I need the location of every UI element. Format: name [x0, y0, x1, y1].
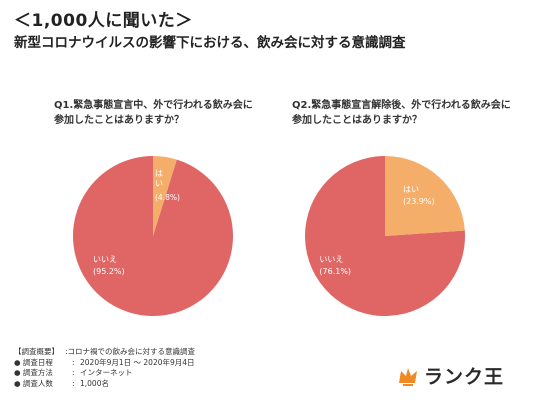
chart1-title: Q1.緊急事態宣言中、外で行われる飲み会に 参加したことはありますか？	[54, 98, 274, 128]
chart2-label-yes: はい	[403, 185, 419, 194]
chart2-slice-yes	[385, 156, 465, 236]
survey-key: ● 調査方法	[14, 368, 53, 377]
crown-icon	[399, 367, 417, 386]
survey-value: インターネット	[80, 368, 133, 377]
chart2-label-no: いいえ	[319, 255, 343, 264]
chart2-title-line2: 参加したことはありますか？	[292, 115, 422, 126]
chart2-title: Q2.緊急事態宣言解除後、外で行われる飲み会に 参加したことはありますか？	[292, 98, 532, 128]
survey-value: 2020年9月1日 ～ 2020年9月4日	[80, 357, 195, 367]
survey-key: ● 調査日程	[14, 357, 53, 367]
chart2-slice-no	[304, 156, 465, 316]
survey-summary: 【調査概要】 :コロナ禍での飲み会に対する意識調査 ● 調査日程: 2020年9…	[14, 347, 195, 389]
chart1-label-yes-char: は	[155, 169, 163, 178]
chart1-label-no: いいえ	[93, 255, 117, 264]
survey-key: ● 調査人数	[14, 378, 53, 388]
chart2-value-yes: (23.9%)	[403, 197, 435, 206]
chart1-value-yes: (4.8%)	[155, 193, 180, 202]
page-title: ＜1,000人に聞いた＞	[14, 11, 193, 31]
chart1-title-line2: 参加したことはありますか？	[54, 115, 184, 126]
survey-value: 1,000名	[80, 378, 109, 388]
chart1-slice-yes	[153, 156, 177, 236]
brand-logo: ランク王	[397, 362, 504, 389]
survey-row-schedule: ● 調査日程: 2020年9月1日 ～ 2020年9月4日	[14, 357, 195, 367]
chart1-title-line1: Q1.緊急事態宣言中、外で行われる飲み会に	[54, 100, 253, 111]
page-subtitle: 新型コロナウイルスの影響下における、飲み会に対する意識調査	[14, 35, 406, 51]
chart1-label-yes-char: い	[155, 179, 163, 188]
survey-row-method: ● 調査方法: インターネット	[14, 368, 133, 377]
chart2-value-no: (76.1%)	[319, 267, 351, 276]
survey-heading-row: 【調査概要】 :コロナ禍での飲み会に対する意識調査	[14, 347, 195, 358]
survey-heading-value: :コロナ禍での飲み会に対する意識調査	[65, 347, 196, 356]
survey-row-count: ● 調査人数: 1,000名	[14, 378, 109, 388]
survey-heading: 【調査概要】	[14, 347, 59, 356]
chart1-value-no: (95.2%)	[93, 267, 125, 276]
chart2-title-line1: Q2.緊急事態宣言解除後、外で行われる飲み会に	[292, 100, 511, 111]
brand-name: ランク王	[424, 366, 505, 388]
